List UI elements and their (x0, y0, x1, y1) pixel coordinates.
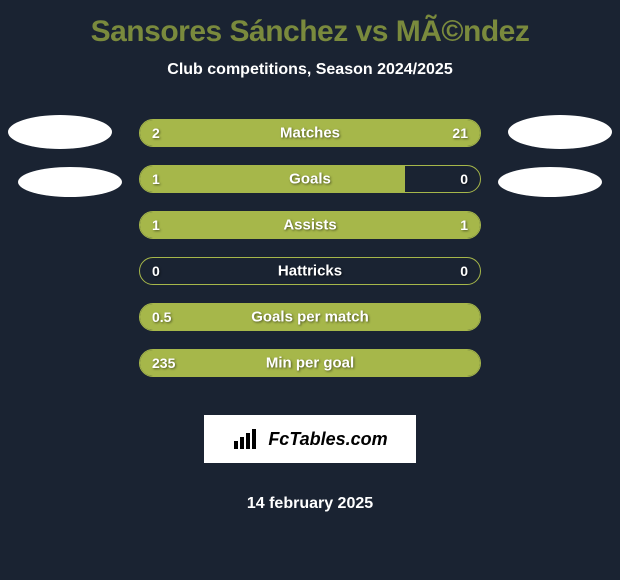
bar-mid (405, 166, 480, 192)
stat-row-goals: 1 Goals 0 (139, 165, 481, 193)
page-title: Sansores Sánchez vs MÃ©ndez (91, 15, 530, 49)
stat-row-gpm: 0.5 Goals per match (139, 303, 481, 331)
date-label: 14 february 2025 (247, 495, 373, 513)
stat-row-mpg: 235 Min per goal (139, 349, 481, 377)
bar-chart-icon (232, 427, 262, 451)
stat-value-left: 1 (152, 171, 160, 187)
stat-label: Matches (280, 125, 340, 142)
stat-value-right: 0 (460, 263, 468, 279)
bar-left (140, 166, 405, 192)
stat-label: Goals (289, 171, 331, 188)
player-right-avatar-2 (498, 167, 602, 197)
root-container: Sansores Sánchez vs MÃ©ndez Club competi… (0, 0, 620, 580)
stats-area: 2 Matches 21 1 Goals 0 1 Assists 1 0 Hat… (0, 119, 620, 513)
stat-label: Min per goal (266, 355, 354, 372)
stat-label: Goals per match (251, 309, 369, 326)
player-right-avatar-1 (508, 115, 612, 149)
stat-value-left: 2 (152, 125, 160, 141)
stat-label: Assists (283, 217, 336, 234)
brand-box[interactable]: FcTables.com (204, 415, 416, 463)
stat-row-assists: 1 Assists 1 (139, 211, 481, 239)
player-left-avatar-1 (8, 115, 112, 149)
stat-row-hattricks: 0 Hattricks 0 (139, 257, 481, 285)
stat-value-left: 235 (152, 355, 175, 371)
stat-value-right: 0 (460, 171, 468, 187)
page-subtitle: Club competitions, Season 2024/2025 (167, 61, 452, 79)
brand-text: FcTables.com (268, 429, 387, 450)
player-left-avatar-2 (18, 167, 122, 197)
stat-value-left: 0.5 (152, 309, 171, 325)
stat-value-left: 1 (152, 217, 160, 233)
stat-value-right: 21 (452, 125, 468, 141)
stat-row-matches: 2 Matches 21 (139, 119, 481, 147)
stat-value-right: 1 (460, 217, 468, 233)
stat-label: Hattricks (278, 263, 342, 280)
stat-value-left: 0 (152, 263, 160, 279)
